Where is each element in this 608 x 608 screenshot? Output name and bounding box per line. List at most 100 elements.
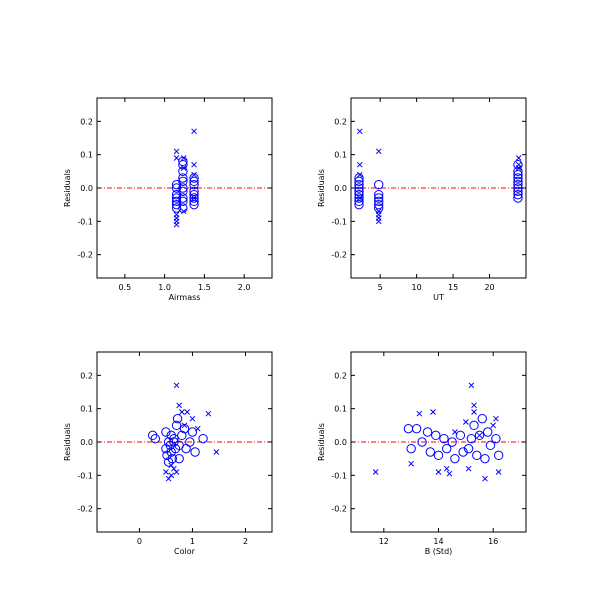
y-tick-label: 0.0 (80, 184, 93, 193)
x-marker (173, 469, 180, 475)
x-marker (490, 422, 497, 429)
circle-marker (513, 193, 523, 203)
circle-marker (374, 193, 384, 203)
circle-marker (513, 186, 523, 197)
y-axis-label: Residuals (63, 423, 72, 461)
y-tick-label: -0.2 (331, 251, 347, 260)
x-marker (173, 382, 180, 389)
circle-marker (483, 427, 493, 437)
circle-marker (439, 433, 449, 444)
x-marker (452, 429, 458, 435)
circle-marker (189, 199, 199, 210)
y-tick-label: 0.1 (80, 405, 93, 414)
x-marker (163, 469, 169, 475)
circle-marker (425, 447, 435, 457)
circle-marker (431, 430, 441, 441)
x-tick-label: 1.0 (158, 283, 171, 292)
circle-marker (190, 447, 200, 457)
circle-marker (354, 179, 364, 190)
y-tick-label: 0.2 (80, 117, 93, 126)
x-marker (168, 462, 175, 469)
circle-marker (169, 433, 179, 444)
x-marker (446, 470, 453, 477)
x-marker (416, 410, 423, 417)
circle-marker (171, 420, 182, 431)
y-tick-label: -0.1 (331, 217, 347, 226)
x-marker (205, 410, 212, 417)
x-marker (180, 155, 187, 161)
circle-marker (189, 179, 199, 190)
y-tick-label: 0.0 (334, 438, 347, 447)
circle-marker (189, 173, 199, 183)
y-axis-label: Residuals (317, 423, 326, 461)
circle-marker (189, 176, 199, 187)
x-marker (471, 409, 477, 415)
y-tick-label: -0.1 (331, 471, 347, 480)
x-marker (495, 469, 502, 475)
circle-marker (472, 450, 482, 461)
x-tick-label: 0.5 (118, 283, 131, 292)
x-marker (471, 402, 477, 409)
circle-marker (422, 427, 433, 437)
circle-marker (469, 420, 479, 431)
x-marker (173, 155, 180, 161)
x-marker (375, 148, 382, 155)
x-tick-label: 20 (484, 283, 494, 292)
panel-2: 5 10 15 20 -0.2 -0.1 0.0 0.1 0.2 UT Residuals (317, 97, 527, 302)
x-marker (191, 171, 197, 178)
circle-marker (174, 453, 184, 464)
circle-marker (411, 423, 422, 434)
circle-marker (474, 430, 485, 441)
x-axis-label: Airmass (169, 293, 201, 302)
circle-marker (513, 179, 523, 190)
x-marker (462, 419, 469, 425)
x-axis-label: B (Std) (425, 547, 453, 556)
x-tick-label: 15 (448, 283, 458, 292)
circle-marker (189, 189, 199, 200)
circle-marker (403, 423, 414, 434)
circle-marker (374, 179, 384, 190)
x-axis-label: UT (433, 293, 444, 302)
x-marker (180, 165, 187, 171)
circle-marker (513, 169, 523, 180)
circle-marker (354, 176, 364, 187)
circle-marker (171, 203, 182, 213)
circle-marker (187, 427, 198, 437)
circle-marker (493, 450, 504, 461)
y-tick-label: 0.2 (80, 371, 93, 380)
x-marker (375, 218, 382, 225)
panel-1: 0.5 1.0 1.5 2.0 -0.2 -0.1 0.0 0.1 0.2 Airmass Resi… (63, 97, 273, 302)
x-tick-label: 1.5 (198, 283, 211, 292)
circle-marker (450, 453, 460, 464)
y-tick-label: 0.0 (334, 184, 347, 193)
circle-marker (485, 440, 496, 451)
x-tick-label: 16 (488, 537, 498, 546)
circle-marker (150, 433, 161, 444)
y-tick-label: -0.2 (331, 505, 347, 514)
circle-marker (513, 183, 523, 193)
y-tick-label: 0.0 (80, 438, 93, 447)
circle-marker (513, 176, 523, 187)
panel-4: 12 14 16 -0.2 -0.1 0.0 0.1 0.2 B (Std) Residuals (317, 351, 527, 556)
circle-marker (466, 433, 477, 444)
x-marker (515, 155, 522, 161)
circle-marker (354, 199, 364, 210)
circle-marker (178, 183, 188, 193)
y-tick-label: -0.2 (77, 251, 93, 260)
circle-marker (166, 430, 176, 441)
y-tick-label: 0.2 (334, 371, 347, 380)
circle-marker (463, 443, 474, 454)
circle-marker (163, 457, 174, 467)
x-marker (356, 128, 363, 135)
x-marker (178, 409, 185, 415)
x-marker (430, 409, 436, 415)
x-tick-label: 2 (243, 537, 248, 546)
circle-marker (177, 430, 187, 441)
x-tick-label: 2.0 (238, 283, 251, 292)
x-marker (184, 409, 191, 415)
x-marker (468, 382, 475, 389)
x-marker (408, 460, 415, 467)
x-marker (173, 148, 180, 155)
circle-marker (374, 196, 384, 207)
x-marker (168, 472, 175, 479)
